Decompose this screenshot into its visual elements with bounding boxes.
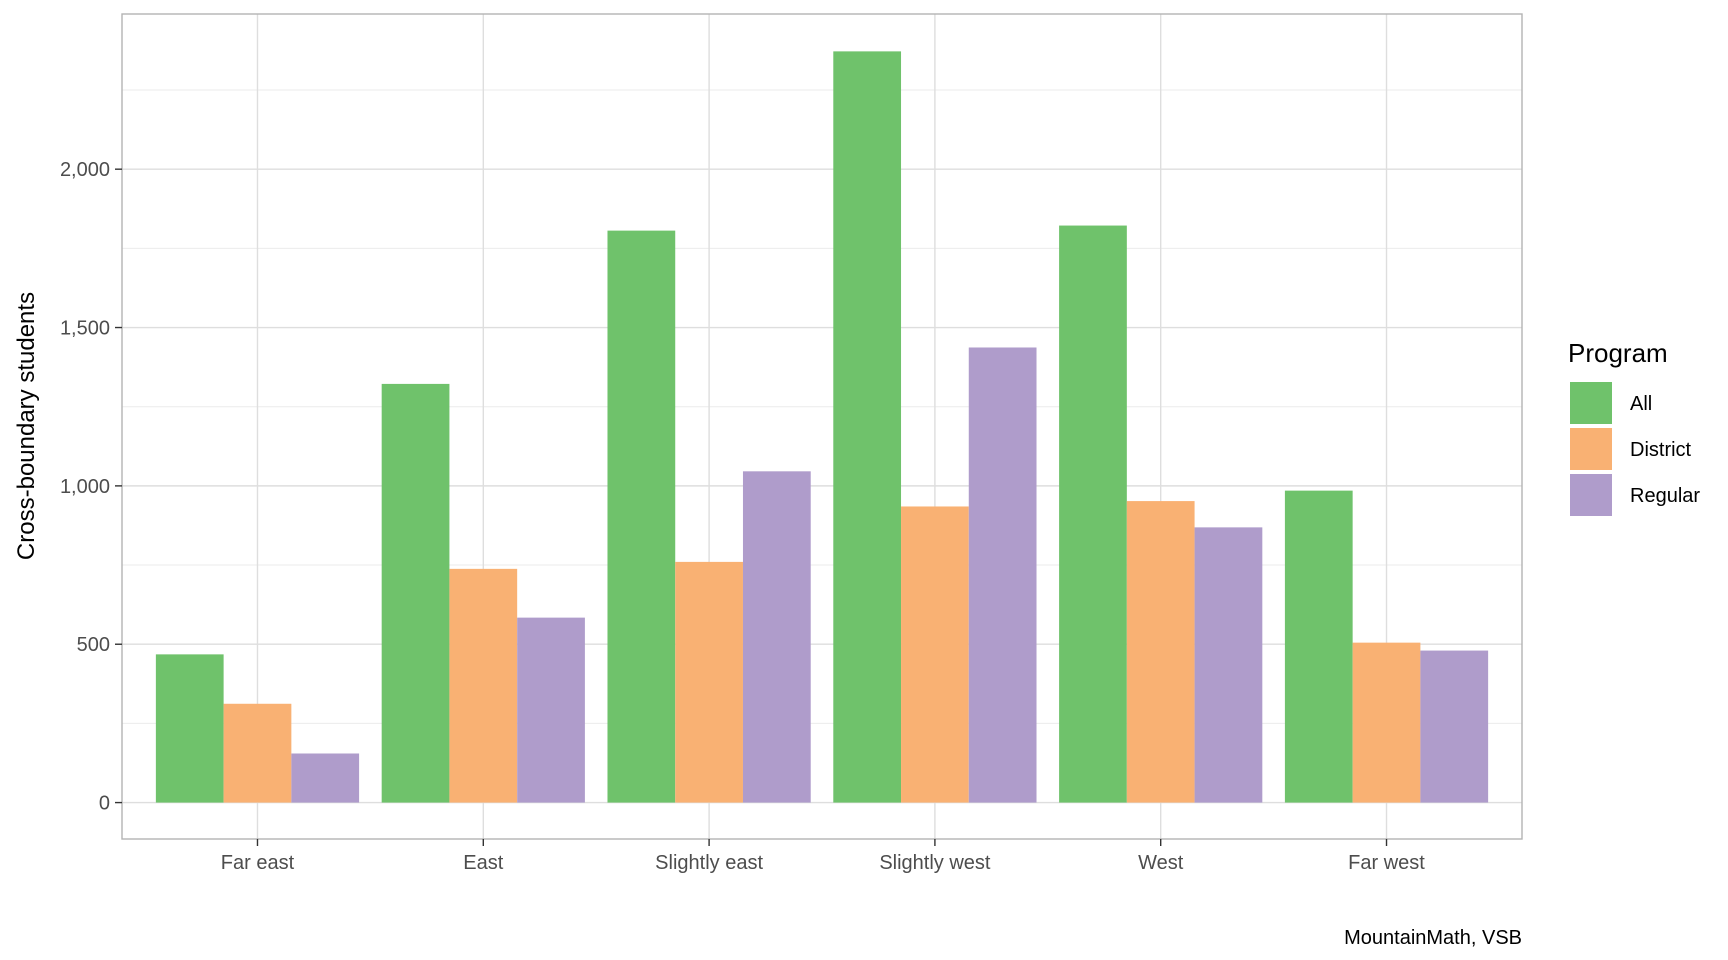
bar-regular-east	[517, 617, 585, 803]
bar-district-far-east	[223, 703, 292, 803]
y-tick-label: 0	[99, 793, 110, 815]
legend-title: Program	[1568, 338, 1668, 368]
legend: Program All District Regular	[1568, 338, 1700, 516]
x-tick-label: Slightly east	[655, 852, 763, 874]
x-tick-label: East	[463, 852, 503, 874]
legend-key-district	[1570, 428, 1612, 470]
legend-key-regular	[1570, 474, 1612, 516]
caption: MountainMath, VSB	[1344, 927, 1522, 949]
bar-district-far-west	[1352, 642, 1421, 803]
plot-border	[121, 13, 1523, 840]
y-axis-title: Cross-boundary students	[13, 292, 40, 560]
bar-all-far-west	[1284, 490, 1353, 803]
x-tick-label: West	[1138, 852, 1184, 874]
bar-all-slightly-east	[607, 230, 676, 803]
bar-district-east	[449, 568, 518, 803]
y-axis-ticks: 0 500 1,000 1,500 2,000	[60, 159, 122, 815]
bar-regular-far-west	[1420, 650, 1489, 803]
legend-label-regular: Regular	[1630, 485, 1700, 507]
bar-regular-slightly-east	[742, 471, 811, 803]
legend-label-district: District	[1630, 439, 1692, 461]
bar-all-far-east	[155, 654, 224, 803]
x-tick-label: Far east	[221, 852, 295, 874]
bar-regular-far-east	[291, 753, 360, 803]
y-tick-label: 2,000	[60, 159, 110, 181]
bar-district-west	[1126, 501, 1195, 803]
legend-label-all: All	[1630, 393, 1652, 415]
y-tick-label: 1,000	[60, 476, 110, 498]
bar-all-east	[381, 383, 450, 803]
bar-regular-slightly-west	[968, 347, 1037, 803]
bar-all-west	[1059, 225, 1127, 803]
x-tick-label: Far west	[1348, 852, 1425, 874]
x-tick-label: Slightly west	[879, 852, 991, 874]
x-axis-ticks: Far east East Slightly east Slightly west We…	[221, 839, 1425, 874]
legend-key-all	[1570, 382, 1612, 424]
bar-district-slightly-west	[901, 506, 969, 803]
bar-regular-west	[1194, 527, 1263, 803]
y-tick-label: 500	[77, 634, 110, 656]
bar-all-slightly-west	[833, 51, 902, 803]
bars	[155, 51, 1489, 803]
y-tick-label: 1,500	[60, 318, 110, 340]
bar-district-slightly-east	[675, 561, 743, 803]
